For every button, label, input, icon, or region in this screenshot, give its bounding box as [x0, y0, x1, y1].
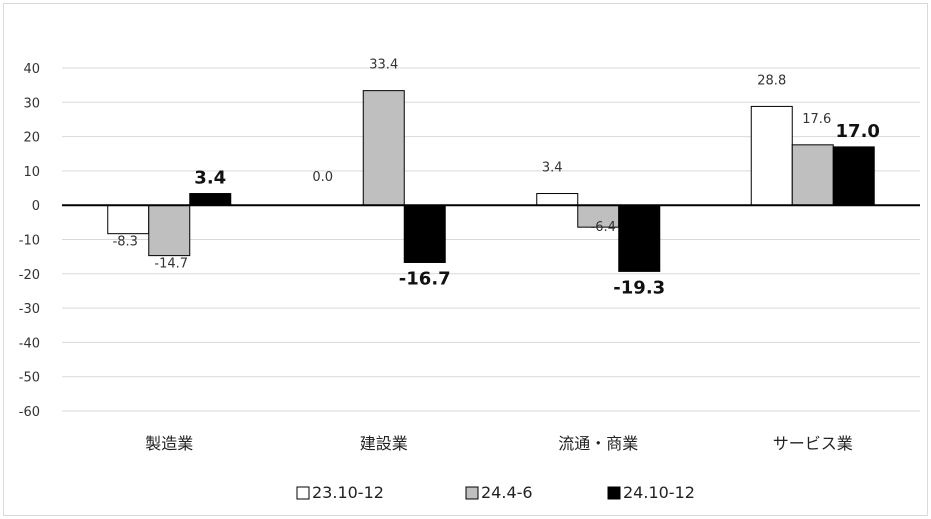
bars [107, 90, 875, 272]
y-tick-label: -10 [19, 234, 40, 249]
y-tick-label: -40 [19, 336, 40, 351]
bar-3-0 [750, 105, 793, 206]
category-label: 流通・商業 [558, 434, 638, 453]
legend-label: 24.10-12 [623, 483, 695, 502]
y-axis-ticks: 40 30 20 10 0 -10 -20 -30 -40 -50 -60 [19, 62, 40, 420]
data-label: -6.4 [591, 220, 616, 235]
legend-swatch [607, 486, 621, 500]
legend: 23.10-12 24.4-6 24.10-12 [296, 483, 695, 502]
category-labels: 製造業 建設業 流通・商業 サービス業 [145, 434, 853, 453]
y-tick-label: -60 [19, 405, 40, 420]
category-label: 製造業 [145, 434, 193, 453]
y-tick-label: 40 [23, 62, 40, 77]
data-labels: -8.3 -14.7 3.4 0.0 33.4 -16.7 3.4 -6.4 -19.3 28.8… [113, 58, 880, 299]
bar-2-0 [536, 193, 579, 206]
bar-0-0 [107, 204, 150, 235]
y-tick-label: 0 [32, 199, 40, 214]
data-label: 0.0 [312, 170, 333, 185]
y-tick-label: 10 [23, 165, 40, 180]
bar-1-1 [362, 90, 405, 206]
bar-0-2 [189, 193, 232, 206]
y-tick-label: 30 [23, 96, 40, 111]
category-label: 建設業 [360, 434, 408, 453]
bar-0-1 [148, 204, 191, 257]
bar-3-2 [832, 146, 875, 206]
data-label: -14.7 [154, 257, 188, 272]
data-label: 17.6 [802, 112, 831, 127]
legend-swatch [296, 486, 310, 500]
legend-label: 24.4-6 [481, 483, 533, 502]
data-label: 33.4 [369, 58, 398, 73]
bar-2-2 [618, 204, 661, 272]
data-label: -16.7 [399, 268, 451, 289]
y-tick-label: -50 [19, 371, 40, 386]
bar-3-1 [791, 144, 834, 206]
y-tick-label: 20 [23, 131, 40, 146]
data-label: 28.8 [757, 73, 786, 88]
data-label: -8.3 [113, 235, 138, 250]
legend-label: 23.10-12 [312, 483, 384, 502]
bar-1-2 [403, 204, 446, 263]
gridlines [62, 67, 920, 412]
y-tick-label: -30 [19, 302, 40, 317]
data-label: 3.4 [194, 168, 226, 189]
data-label: -19.3 [613, 277, 665, 298]
y-tick-label: -20 [19, 268, 40, 283]
data-label: 17.0 [836, 121, 880, 142]
legend-swatch [465, 486, 479, 500]
category-label: サービス業 [773, 434, 853, 453]
chart-frame [3, 3, 928, 516]
data-label: 3.4 [542, 161, 563, 176]
